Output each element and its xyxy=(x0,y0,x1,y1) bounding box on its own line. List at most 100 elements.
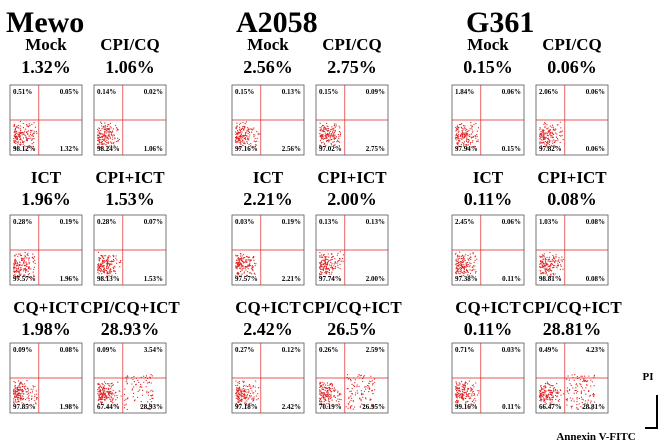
dot xyxy=(545,403,547,405)
dot xyxy=(458,264,460,266)
dot xyxy=(235,397,237,399)
dot xyxy=(99,396,101,398)
dot xyxy=(116,259,118,261)
dot xyxy=(332,268,334,270)
dot xyxy=(461,385,463,388)
dot xyxy=(326,134,329,136)
dot xyxy=(351,388,353,390)
dot xyxy=(108,393,110,395)
dot xyxy=(254,145,256,148)
dot xyxy=(320,400,322,402)
panel-label: Mock xyxy=(467,35,509,54)
dot xyxy=(558,259,560,261)
dot xyxy=(554,390,556,392)
dot xyxy=(34,402,37,404)
dot xyxy=(237,384,239,386)
dot xyxy=(546,394,548,397)
dot xyxy=(320,128,322,130)
dot xyxy=(325,256,327,258)
dot xyxy=(321,137,323,139)
dot xyxy=(323,137,325,140)
dot xyxy=(150,401,153,403)
dot xyxy=(101,396,103,398)
dot xyxy=(323,398,326,400)
dot xyxy=(118,138,120,140)
dot xyxy=(319,386,322,388)
quadrant-value: 97.82% xyxy=(539,145,562,153)
dot xyxy=(461,137,463,139)
panel-label: CPI/CQ+ICT xyxy=(80,298,180,317)
dot xyxy=(26,393,28,395)
dot xyxy=(552,254,554,257)
dot xyxy=(239,138,241,140)
dot xyxy=(108,135,110,137)
dot xyxy=(342,260,344,262)
dot xyxy=(106,145,108,147)
dot xyxy=(107,129,109,131)
dot xyxy=(239,265,241,267)
dot xyxy=(549,129,551,131)
dot xyxy=(462,399,464,401)
dot xyxy=(14,146,16,148)
dot xyxy=(550,384,552,387)
dot xyxy=(579,383,581,385)
quadrant-value: 0.09% xyxy=(366,88,385,96)
dot xyxy=(471,136,473,138)
dot xyxy=(319,275,321,278)
dot xyxy=(471,395,473,397)
dot xyxy=(337,134,340,136)
dot xyxy=(551,124,554,126)
dot xyxy=(319,129,321,131)
quadrant-value: 0.26% xyxy=(319,346,338,354)
dot xyxy=(14,140,16,142)
dot xyxy=(476,130,479,132)
dot xyxy=(237,388,240,390)
dot xyxy=(329,276,331,278)
dot xyxy=(547,127,549,129)
dot xyxy=(546,142,548,144)
dot xyxy=(243,272,245,274)
dot xyxy=(235,137,237,140)
dot xyxy=(593,385,595,387)
dot xyxy=(324,130,326,132)
dot xyxy=(241,141,243,143)
dot xyxy=(350,399,352,402)
dot xyxy=(248,128,250,130)
dot xyxy=(471,384,473,387)
dot xyxy=(147,382,149,384)
dot xyxy=(539,129,541,131)
dot xyxy=(242,265,244,267)
dot xyxy=(25,276,27,279)
dot xyxy=(566,378,568,380)
dot xyxy=(463,258,465,260)
dot xyxy=(550,264,552,267)
dot xyxy=(14,259,16,261)
dot xyxy=(469,143,472,145)
dot xyxy=(567,391,569,393)
dot xyxy=(550,275,552,277)
dot xyxy=(123,407,126,409)
dot xyxy=(28,394,30,396)
dot xyxy=(584,380,587,382)
dot xyxy=(236,129,239,132)
dot xyxy=(350,395,352,397)
dot xyxy=(28,400,30,402)
dot xyxy=(109,398,111,400)
panel-percent: 0.15% xyxy=(463,57,513,77)
dot xyxy=(478,392,480,394)
dot xyxy=(462,145,465,147)
dot xyxy=(110,399,112,401)
quadrant-value: 26.95% xyxy=(362,403,385,411)
dot xyxy=(115,124,117,127)
dot xyxy=(248,136,250,138)
dot xyxy=(540,266,542,269)
dot xyxy=(109,392,111,395)
dot xyxy=(21,259,23,262)
dot xyxy=(30,388,32,390)
dot xyxy=(36,398,38,400)
dot xyxy=(14,273,16,275)
dot xyxy=(139,389,141,391)
dot xyxy=(15,271,17,273)
dot xyxy=(253,134,255,136)
dot xyxy=(102,125,105,127)
